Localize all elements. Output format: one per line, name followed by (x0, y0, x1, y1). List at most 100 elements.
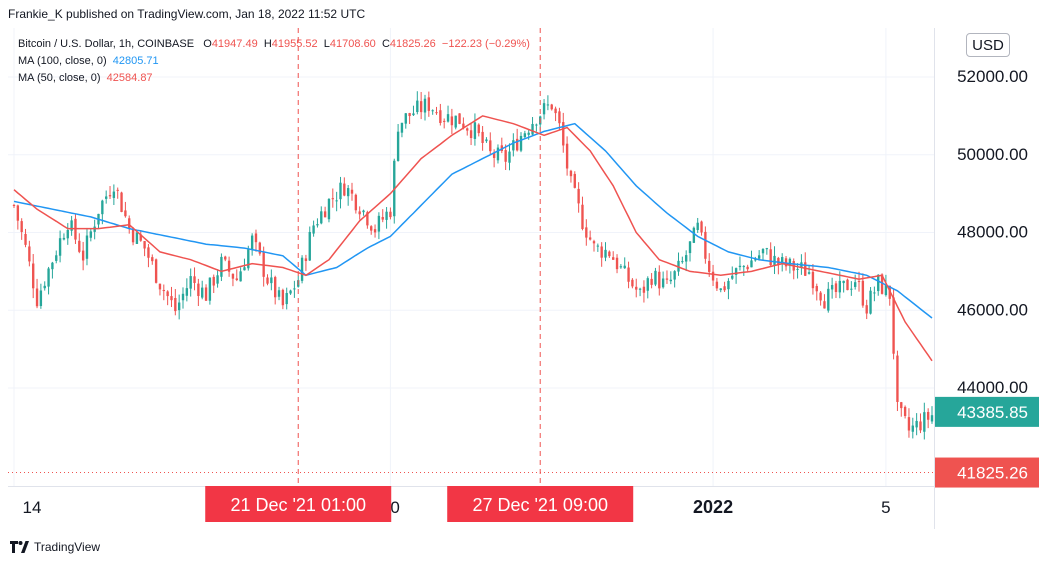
candle-body[interactable] (688, 241, 692, 254)
candle-body[interactable] (212, 276, 215, 286)
candle-body[interactable] (281, 289, 285, 306)
candle-body[interactable] (469, 130, 473, 139)
candle-body[interactable] (834, 283, 838, 293)
candle-body[interactable] (170, 296, 173, 301)
candle-body[interactable] (877, 274, 880, 292)
candle-body[interactable] (515, 138, 519, 151)
candle-body[interactable] (542, 103, 546, 115)
candle-body[interactable] (588, 237, 592, 240)
candle-body[interactable] (458, 113, 461, 124)
candle-body[interactable] (731, 275, 734, 279)
candle-body[interactable] (907, 417, 911, 431)
candle-body[interactable] (124, 210, 127, 217)
candle-body[interactable] (51, 262, 54, 270)
candle-body[interactable] (58, 238, 62, 256)
candle-body[interactable] (404, 113, 407, 124)
candle-body[interactable] (873, 292, 876, 294)
candle-body[interactable] (473, 122, 477, 139)
candle-body[interactable] (377, 215, 381, 232)
candle-body[interactable] (362, 210, 365, 213)
candle-body[interactable] (508, 151, 511, 163)
candle-body[interactable] (154, 259, 158, 283)
candle-body[interactable] (189, 276, 192, 289)
candle-body[interactable] (128, 218, 131, 229)
candle-body[interactable] (754, 259, 757, 261)
candle-body[interactable] (708, 260, 711, 272)
candle-body[interactable] (312, 225, 315, 234)
candle-body[interactable] (381, 217, 384, 220)
candle-body[interactable] (135, 232, 139, 244)
candle-body[interactable] (147, 247, 150, 258)
candle-body[interactable] (631, 279, 634, 287)
candle-body[interactable] (869, 290, 872, 314)
candle-body[interactable] (773, 255, 776, 266)
candle-body[interactable] (923, 412, 926, 432)
candle-body[interactable] (900, 402, 903, 409)
candle-body[interactable] (612, 257, 615, 260)
candle-body[interactable] (358, 211, 361, 215)
candle-body[interactable] (573, 173, 576, 188)
candle-body[interactable] (585, 227, 588, 238)
candle-body[interactable] (258, 242, 262, 254)
candle-body[interactable] (247, 249, 250, 269)
candle-body[interactable] (300, 257, 304, 281)
candle-body[interactable] (592, 241, 596, 244)
candle-body[interactable] (227, 260, 231, 272)
candle-body[interactable] (446, 114, 450, 122)
candle-body[interactable] (558, 111, 561, 124)
candle-body[interactable] (596, 245, 600, 247)
candle-body[interactable] (654, 270, 657, 285)
candle-body[interactable] (193, 276, 196, 283)
candle-body[interactable] (35, 288, 39, 307)
candle-body[interactable] (78, 240, 81, 252)
candle-body[interactable] (750, 260, 753, 268)
candle-body[interactable] (443, 120, 446, 122)
candle-body[interactable] (385, 211, 388, 220)
candle-body[interactable] (316, 224, 319, 226)
candle-body[interactable] (842, 280, 845, 284)
candle-body[interactable] (496, 147, 500, 161)
candle-body[interactable] (400, 122, 404, 133)
candle-body[interactable] (323, 211, 327, 218)
candle-body[interactable] (781, 257, 784, 264)
candle-body[interactable] (343, 183, 346, 196)
candle-body[interactable] (108, 195, 112, 197)
candle-body[interactable] (738, 265, 742, 268)
candle-body[interactable] (481, 131, 484, 143)
candle-body[interactable] (857, 281, 861, 283)
crosshair-time-box-0[interactable] (205, 486, 392, 522)
candle-body[interactable] (327, 198, 331, 220)
candle-body[interactable] (47, 268, 50, 287)
candle-body[interactable] (439, 110, 442, 123)
candle-body[interactable] (235, 278, 238, 281)
candle-body[interactable] (185, 288, 189, 296)
candle-body[interactable] (62, 237, 66, 240)
candle-body[interactable] (477, 124, 480, 134)
candle-body[interactable] (623, 265, 626, 269)
candle-body[interactable] (250, 235, 254, 250)
last-price-label[interactable] (935, 457, 1039, 488)
candle-body[interactable] (811, 271, 815, 289)
candle-body[interactable] (715, 281, 719, 289)
candle-body[interactable] (523, 133, 527, 138)
candle-body[interactable] (489, 140, 492, 152)
candle-body[interactable] (166, 291, 169, 297)
candle-body[interactable] (89, 231, 93, 238)
candle-body[interactable] (370, 226, 373, 231)
currency-button[interactable]: USD (966, 33, 1010, 57)
candle-body[interactable] (865, 305, 868, 314)
candle-body[interactable] (462, 123, 465, 129)
candle-body[interactable] (39, 290, 43, 307)
candle-body[interactable] (32, 263, 35, 289)
candle-body[interactable] (181, 293, 185, 301)
candle-body[interactable] (569, 170, 573, 177)
candle-body[interactable] (70, 220, 73, 231)
candle-body[interactable] (746, 266, 749, 270)
candle-body[interactable] (266, 277, 269, 284)
candle-body[interactable] (719, 288, 722, 291)
candle-body[interactable] (270, 277, 273, 284)
candle-body[interactable] (554, 108, 557, 114)
candle-body[interactable] (704, 231, 707, 259)
legend-ma100-row[interactable]: MA (100, close, 0) 42805.71 (18, 53, 530, 70)
price-chart[interactable]: 44000.00 46000.00 48000.00 50000.00 52000.00… (8, 28, 1042, 529)
